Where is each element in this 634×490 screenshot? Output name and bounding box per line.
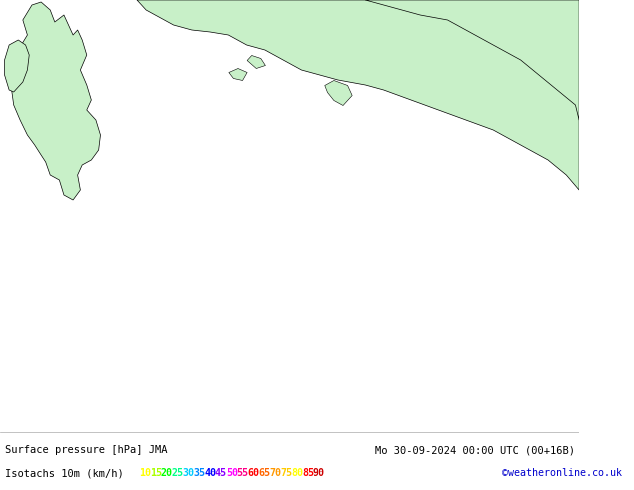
Text: 75: 75	[280, 468, 292, 478]
Text: 55: 55	[236, 468, 249, 478]
Text: Surface pressure [hPa] JMA: Surface pressure [hPa] JMA	[4, 445, 167, 455]
Text: Isotachs 10m (km/h): Isotachs 10m (km/h)	[4, 468, 124, 478]
Text: 45: 45	[215, 468, 227, 478]
Text: Mo 30-09-2024 00:00 UTC (00+16B): Mo 30-09-2024 00:00 UTC (00+16B)	[375, 445, 574, 455]
Text: 65: 65	[259, 468, 271, 478]
Text: 40: 40	[204, 468, 216, 478]
Text: 15: 15	[150, 468, 162, 478]
Text: 70: 70	[269, 468, 281, 478]
Text: 85: 85	[302, 468, 314, 478]
Text: 50: 50	[226, 468, 238, 478]
Text: 90: 90	[313, 468, 325, 478]
Text: 10: 10	[139, 468, 151, 478]
Text: 80: 80	[291, 468, 303, 478]
Text: 60: 60	[247, 468, 259, 478]
Text: 25: 25	[171, 468, 183, 478]
Text: 35: 35	[193, 468, 205, 478]
Text: ©weatheronline.co.uk: ©weatheronline.co.uk	[502, 468, 623, 478]
Text: 30: 30	[183, 468, 194, 478]
Text: 20: 20	[160, 468, 172, 478]
